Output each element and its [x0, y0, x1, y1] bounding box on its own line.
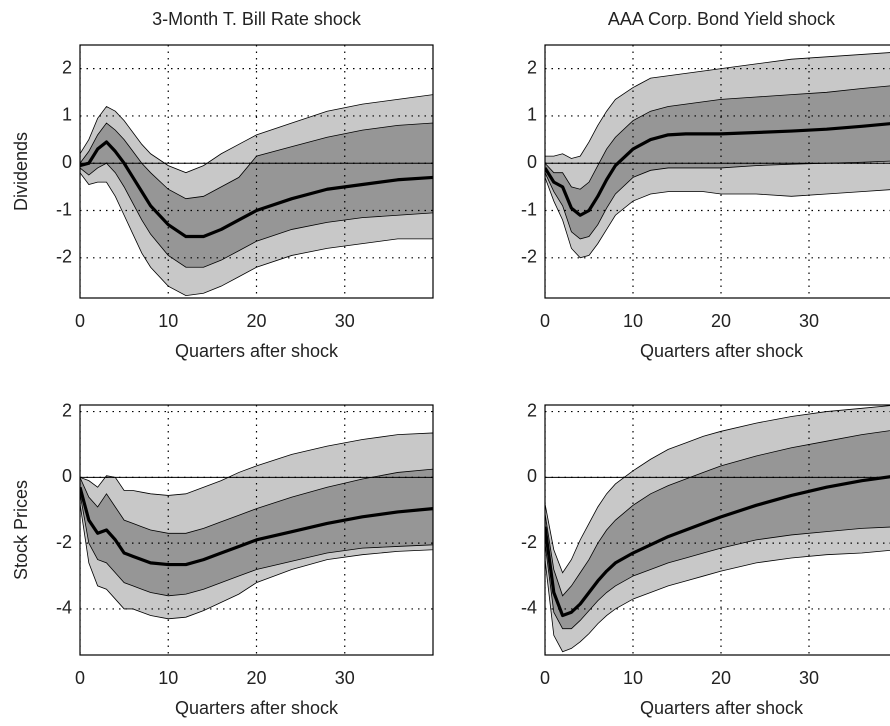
x-tick-label: 20	[246, 668, 266, 688]
y-axis-label: Stock Prices	[11, 480, 31, 580]
x-axis-label: Quarters after shock	[175, 698, 339, 718]
plot-frame	[79, 404, 434, 656]
plot-frame	[544, 44, 890, 299]
chart-title: AAA Corp. Bond Yield shock	[608, 9, 836, 29]
confidence-band	[545, 430, 890, 630]
x-axis-label: Quarters after shock	[175, 341, 339, 361]
y-tick-label: 2	[527, 57, 537, 77]
y-tick-label: -1	[521, 199, 537, 219]
y-tick-label: 0	[62, 466, 72, 486]
plot-area	[80, 405, 433, 655]
y-tick-label: -2	[521, 247, 537, 267]
x-tick-label: 20	[711, 311, 731, 331]
plot-area	[545, 405, 890, 655]
y-tick-label: 2	[527, 400, 537, 420]
y-tick-label: 0	[62, 152, 72, 172]
median-line	[545, 122, 890, 217]
x-axis-label: Quarters after shock	[640, 698, 804, 718]
y-tick-label: -4	[521, 598, 537, 618]
x-tick-label: 20	[711, 668, 731, 688]
x-tick-label: 0	[540, 311, 550, 331]
plot-frame	[544, 404, 890, 656]
x-tick-label: 10	[623, 668, 643, 688]
y-tick-label: -2	[56, 532, 72, 552]
y-tick-label: -2	[56, 247, 72, 267]
plot-area	[80, 45, 433, 298]
x-tick-label: 10	[158, 311, 178, 331]
y-tick-label: 2	[62, 400, 72, 420]
x-tick-label: 10	[158, 668, 178, 688]
confidence-band	[545, 85, 890, 240]
y-axis-label: Dividends	[11, 132, 31, 211]
x-tick-label: 10	[623, 311, 643, 331]
x-tick-label: 30	[335, 668, 355, 688]
x-tick-label: 0	[540, 668, 550, 688]
median-line	[80, 140, 433, 239]
x-tick-label: 0	[75, 311, 85, 331]
y-tick-label: -1	[56, 199, 72, 219]
y-tick-label: 2	[62, 57, 72, 77]
x-tick-label: 0	[75, 668, 85, 688]
x-tick-label: 30	[799, 668, 819, 688]
x-tick-label: 20	[246, 311, 266, 331]
y-tick-label: -2	[521, 532, 537, 552]
y-tick-label: 0	[527, 152, 537, 172]
chart-title: 3-Month T. Bill Rate shock	[152, 9, 362, 29]
y-tick-label: 1	[527, 105, 537, 125]
y-tick-label: 0	[527, 466, 537, 486]
x-axis-label: Quarters after shock	[640, 341, 804, 361]
median-line	[545, 475, 890, 618]
median-line	[80, 486, 433, 567]
y-tick-label: -4	[56, 598, 72, 618]
x-tick-label: 30	[335, 311, 355, 331]
y-tick-label: 1	[62, 105, 72, 125]
plot-frame	[79, 44, 434, 299]
plot-area	[545, 45, 890, 298]
x-tick-label: 30	[799, 311, 819, 331]
